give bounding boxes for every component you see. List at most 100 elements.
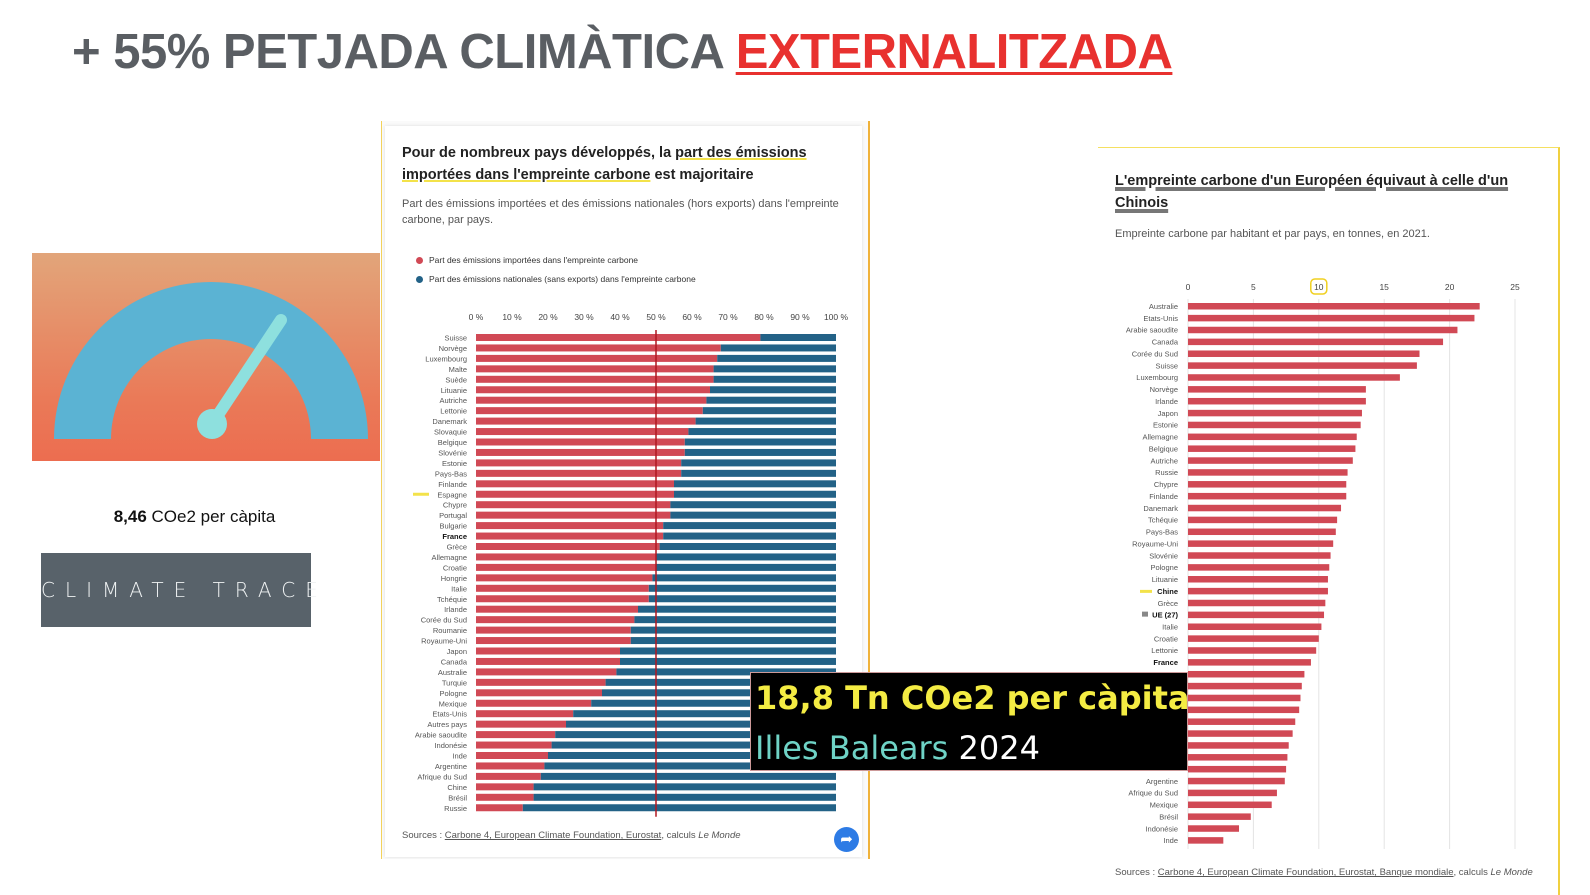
legend-dot-national (416, 276, 423, 284)
category-label: Brésil (1159, 812, 1178, 821)
bar-national (652, 574, 836, 582)
bar-footprint (1188, 754, 1288, 761)
category-label: Suède (445, 375, 467, 384)
category-label: Japon (447, 647, 467, 656)
category-label: Pologne (1150, 563, 1178, 572)
category-label: Corée du Sud (1132, 349, 1178, 358)
bar-national (544, 762, 836, 770)
bar-imported (476, 553, 656, 561)
bar-footprint (1188, 481, 1347, 488)
bar-imported (476, 793, 534, 801)
bar-national (713, 365, 836, 373)
bar-footprint (1188, 469, 1348, 476)
category-label: Slovaquie (434, 428, 467, 437)
bar-footprint (1188, 623, 1322, 630)
left-chart-subtitle: Part des émissions importées et des émis… (402, 198, 839, 226)
bar-national (681, 469, 836, 477)
bar-imported (476, 678, 606, 686)
x-tick-label: 100 % (824, 312, 849, 322)
bar-footprint (1188, 457, 1353, 464)
category-label: Grèce (1158, 599, 1178, 608)
category-label: Indonésie (434, 741, 467, 750)
category-label: Australie (438, 668, 467, 677)
bar-footprint (1188, 326, 1458, 334)
bar-footprint (1188, 350, 1420, 357)
bar-imported (476, 365, 714, 373)
bar-imported (476, 647, 620, 655)
bar-national (522, 804, 836, 812)
bar-national (591, 699, 836, 707)
category-label: Pays-Bas (435, 469, 467, 478)
left-source-links[interactable]: Carbone 4, European Climate Foundation, … (444, 830, 662, 841)
category-label: Lettonie (1151, 646, 1178, 655)
bar-footprint (1188, 338, 1444, 346)
highlight-marker (1142, 611, 1148, 617)
category-label: Japon (1158, 409, 1178, 418)
bar-national (648, 584, 836, 592)
bar-imported (476, 699, 592, 707)
left-source-suffix: , calculs (661, 830, 699, 841)
category-label: Lituanie (441, 386, 467, 395)
legend-item-imported: Part des émissions importées dans l'empr… (416, 255, 638, 265)
category-label: Bulgarie (439, 522, 467, 531)
category-label: Inde (452, 752, 467, 761)
bar-imported (476, 480, 674, 488)
legend-label-imported: Part des émissions importées dans l'empr… (429, 255, 639, 265)
bar-imported (476, 490, 674, 498)
bar-national (620, 647, 836, 655)
right-source-italic: Le Monde (1490, 867, 1533, 878)
bar-footprint (1188, 445, 1356, 452)
category-label: Italie (451, 584, 467, 593)
right-source-links[interactable]: Carbone 4, European Climate Foundation, … (1157, 867, 1454, 878)
bar-footprint (1188, 528, 1336, 536)
bar-national (663, 522, 836, 530)
bar-footprint (1188, 386, 1366, 393)
category-label: Suisse (1155, 361, 1178, 370)
category-label: Luxembourg (1136, 373, 1178, 382)
bar-imported (476, 741, 552, 749)
right-chart-panel: L'empreinte carbone d'un Européen équiva… (1098, 147, 1560, 895)
bar-footprint (1188, 647, 1317, 654)
share-icon[interactable]: ➦ (834, 827, 859, 852)
bar-national (760, 334, 836, 341)
bar-footprint (1188, 611, 1325, 619)
right-title-part-b: Chinois (1115, 195, 1169, 211)
bar-imported (476, 595, 649, 603)
bar-imported (476, 605, 638, 613)
category-label: Estonie (1153, 421, 1178, 430)
category-label: Allemagne (432, 553, 467, 562)
x-tick-label: 10 % (502, 312, 522, 322)
x-tick-label: 30 % (574, 312, 594, 322)
x-tick-label: 70 % (718, 312, 738, 322)
left-title-part-c: est majoritaire (650, 167, 754, 183)
category-label: Irlande (444, 605, 467, 614)
bar-national (602, 689, 836, 697)
bar-footprint (1188, 730, 1293, 737)
category-label: Croatie (443, 563, 467, 572)
left-chart-source: Sources : Carbone 4, European Climate Fo… (402, 830, 741, 841)
bar-footprint (1188, 540, 1334, 547)
bar-footprint (1188, 303, 1480, 310)
bar-national (656, 563, 836, 571)
category-label: Slovénie (438, 448, 467, 457)
x-tick-label: 5 (1251, 282, 1256, 292)
gauge-arc (54, 282, 368, 439)
bar-footprint (1188, 576, 1328, 583)
category-label: Danemark (432, 417, 467, 426)
category-label: Danemark (1143, 504, 1178, 513)
category-label: Brésil (448, 793, 467, 802)
bar-imported (476, 616, 635, 624)
category-label: Roumanie (433, 626, 467, 635)
bar-footprint (1188, 516, 1338, 524)
bar-footprint (1188, 374, 1400, 381)
bar-national (674, 480, 836, 488)
bar-imported (476, 386, 710, 394)
category-label: Corée du Sud (421, 616, 467, 625)
x-tick-label: 0 (1186, 282, 1191, 292)
category-label: Croatie (1154, 634, 1178, 643)
x-tick-label: 20 (1445, 282, 1455, 292)
right-chart-source: Sources : Carbone 4, European Climate Fo… (1115, 867, 1533, 878)
bar-national (616, 668, 836, 676)
category-label: Finlande (1149, 492, 1178, 501)
category-label: Grèce (447, 543, 467, 552)
